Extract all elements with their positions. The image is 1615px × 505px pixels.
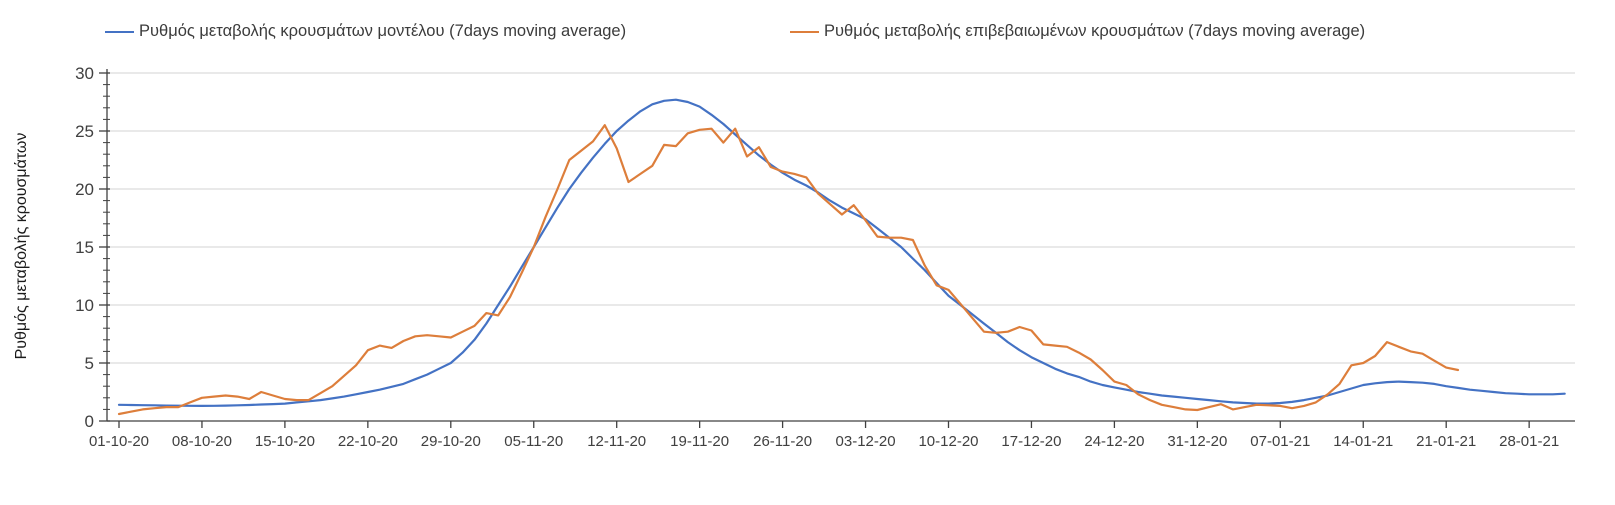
legend: Ρυθμός μεταβολής κρουσμάτων μοντέλου (7d… — [0, 22, 1615, 48]
svg-text:19-11-20: 19-11-20 — [670, 433, 729, 450]
svg-text:15: 15 — [75, 238, 94, 257]
legend-line-orange-icon — [790, 30, 819, 33]
svg-text:0: 0 — [85, 412, 94, 431]
legend-label-confirmed: Ρυθμός μεταβολής επιβεβαιωμένων κρουσμάτ… — [824, 22, 1366, 40]
svg-text:08-10-20: 08-10-20 — [172, 433, 232, 450]
svg-text:25: 25 — [75, 122, 94, 141]
svg-text:14-01-21: 14-01-21 — [1333, 433, 1393, 450]
svg-text:26-11-20: 26-11-20 — [753, 433, 812, 450]
legend-item-confirmed[interactable]: Ρυθμός μεταβολής επιβεβαιωμένων κρουσμάτ… — [790, 22, 1365, 41]
svg-text:24-12-20: 24-12-20 — [1084, 433, 1144, 450]
svg-text:5: 5 — [85, 354, 94, 373]
svg-text:07-01-21: 07-01-21 — [1250, 433, 1310, 450]
svg-text:01-10-20: 01-10-20 — [89, 433, 149, 450]
svg-text:20: 20 — [75, 180, 94, 199]
svg-text:10: 10 — [75, 296, 94, 315]
legend-line-blue-icon — [105, 30, 134, 33]
svg-text:21-01-21: 21-01-21 — [1416, 433, 1476, 450]
svg-text:30: 30 — [75, 64, 94, 83]
legend-item-model[interactable]: Ρυθμός μεταβολής κρουσμάτων μοντέλου (7d… — [105, 22, 626, 41]
svg-text:31-12-20: 31-12-20 — [1167, 433, 1227, 450]
legend-label-model: Ρυθμός μεταβολής κρουσμάτων μοντέλου (7d… — [139, 22, 627, 40]
svg-text:15-10-20: 15-10-20 — [255, 433, 315, 450]
svg-text:03-12-20: 03-12-20 — [836, 433, 896, 450]
svg-text:17-12-20: 17-12-20 — [1001, 433, 1061, 450]
svg-text:28-01-21: 28-01-21 — [1499, 433, 1559, 450]
svg-text:05-11-20: 05-11-20 — [504, 433, 563, 450]
svg-text:10-12-20: 10-12-20 — [918, 433, 978, 450]
svg-text:22-10-20: 22-10-20 — [338, 433, 398, 450]
svg-text:12-11-20: 12-11-20 — [587, 433, 646, 450]
svg-text:29-10-20: 29-10-20 — [421, 433, 481, 450]
